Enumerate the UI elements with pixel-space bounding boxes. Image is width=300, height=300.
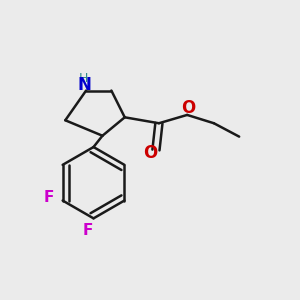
- Text: O: O: [143, 144, 158, 162]
- Text: O: O: [182, 99, 196, 117]
- Text: H: H: [78, 72, 88, 85]
- Text: F: F: [83, 223, 93, 238]
- Text: N: N: [78, 76, 92, 94]
- Text: F: F: [44, 190, 55, 205]
